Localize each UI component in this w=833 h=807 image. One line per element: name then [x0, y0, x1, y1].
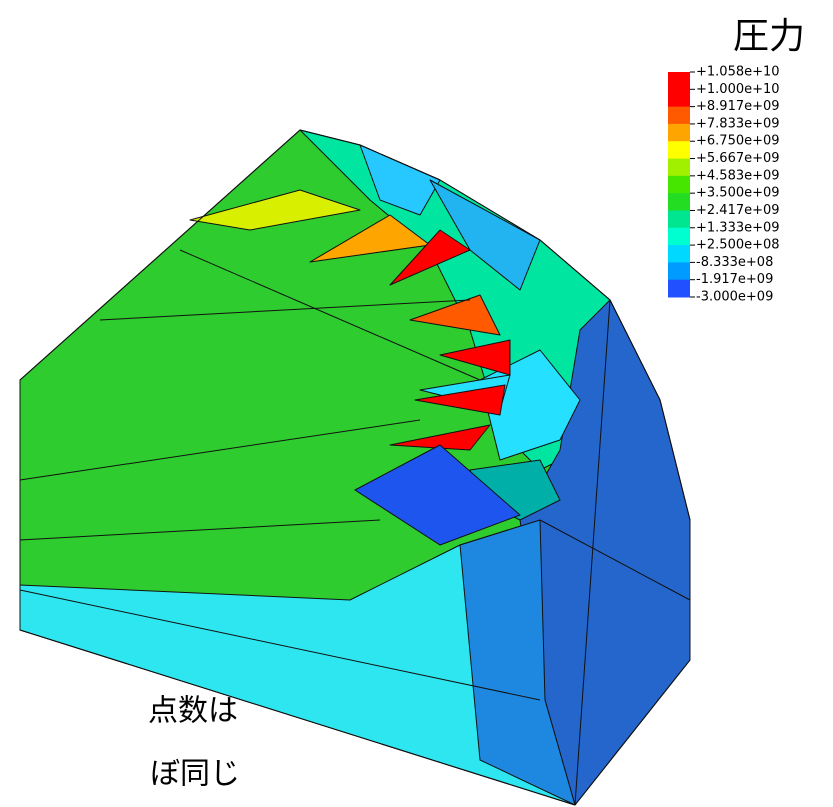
legend: +1.058e+10 +1.000e+10 +8.917e+09 +7.833e+09… [668, 65, 780, 305]
legend-swatch [668, 106, 690, 125]
legend-swatch [668, 210, 690, 229]
legend-label: +1.000e+10 [696, 82, 780, 97]
legend-label: +2.417e+09 [696, 203, 780, 218]
legend-swatch [668, 175, 690, 194]
legend-label: -1.917e+09 [696, 272, 773, 287]
legend-swatch [668, 141, 690, 160]
legend-swatch [668, 72, 690, 90]
legend-swatch [668, 227, 690, 246]
legend-swatch [668, 262, 690, 281]
legend-label: -3.000e+09 [696, 290, 773, 305]
caption-line: 点数は [148, 694, 238, 729]
legend-swatch [668, 89, 690, 108]
legend-swatch [668, 245, 690, 263]
legend-label: +6.750e+09 [696, 134, 780, 149]
legend-label: +4.583e+09 [696, 168, 780, 183]
legend-label: +5.667e+09 [696, 151, 780, 166]
legend-swatch [668, 193, 690, 211]
legend-title: 圧力 [733, 16, 805, 57]
legend-label: +8.917e+09 [696, 99, 780, 114]
legend-label: +1.058e+10 [696, 65, 780, 80]
caption-line: ぼ同じ [150, 757, 240, 792]
legend-swatch [668, 158, 690, 177]
legend-label: -8.333e+08 [696, 255, 773, 270]
legend-label: +2.500e+08 [696, 238, 780, 253]
legend-label: +7.833e+09 [696, 116, 780, 131]
legend-swatch [668, 123, 690, 142]
legend-label: +3.500e+09 [696, 186, 780, 201]
legend-swatch [668, 279, 690, 298]
fea-model [19, 129, 691, 806]
legend-label: +1.333e+09 [696, 220, 780, 235]
